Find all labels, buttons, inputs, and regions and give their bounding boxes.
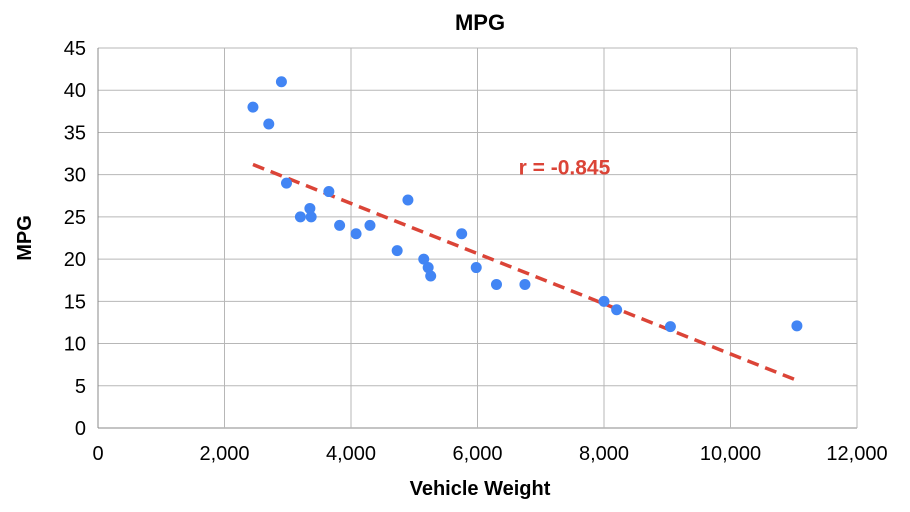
data-point <box>305 211 317 223</box>
data-point <box>275 76 287 88</box>
x-tick-label: 6,000 <box>452 443 502 465</box>
x-tick-label: 2,000 <box>199 443 249 465</box>
data-point <box>422 262 434 274</box>
data-point <box>263 118 275 130</box>
y-tick-label: 15 <box>64 291 86 313</box>
data-point <box>247 101 259 113</box>
data-point <box>334 219 346 231</box>
x-tick-label: 10,000 <box>700 443 761 465</box>
data-point <box>280 177 292 189</box>
data-point <box>402 194 414 206</box>
y-tick-label: 0 <box>75 418 86 440</box>
data-point <box>294 211 306 223</box>
trendline-layer <box>252 162 801 384</box>
y-axis-title: MPG <box>14 215 36 261</box>
y-tick-label: 10 <box>64 334 86 356</box>
data-point <box>519 278 531 290</box>
y-tick-label: 45 <box>64 38 86 60</box>
data-point <box>664 321 676 333</box>
x-axis-title: Vehicle Weight <box>410 478 551 500</box>
y-tick-label: 25 <box>64 207 86 229</box>
x-tick-label: 0 <box>92 443 103 465</box>
data-point <box>418 253 430 265</box>
points-layer <box>247 76 803 333</box>
data-point <box>391 245 403 257</box>
data-point <box>304 202 316 214</box>
data-point <box>323 186 335 198</box>
chart-title: MPG <box>455 10 505 35</box>
y-tick-label: 20 <box>64 249 86 271</box>
trendline <box>252 162 801 384</box>
axes: 0 5 10 15 20 25 30 35 40 45 0 2,000 4,000 6,000 8,000 1… <box>64 38 888 465</box>
data-point <box>611 304 623 316</box>
y-tick-label: 5 <box>75 376 86 398</box>
data-point <box>425 270 437 282</box>
x-tick-label: 8,000 <box>579 443 629 465</box>
data-point <box>470 262 482 274</box>
data-point <box>364 219 376 231</box>
y-tick-label: 35 <box>64 122 86 144</box>
y-tick-label: 40 <box>64 80 86 102</box>
x-tick-label: 12,000 <box>826 443 887 465</box>
data-point <box>598 295 610 307</box>
data-point <box>791 320 803 332</box>
correlation-annotation: r = -0.845 <box>519 156 611 179</box>
data-point <box>490 278 502 290</box>
y-tick-label: 30 <box>64 165 86 187</box>
data-point <box>350 228 362 240</box>
x-tick-label: 4,000 <box>326 443 376 465</box>
grid <box>97 47 858 429</box>
data-point <box>456 228 468 240</box>
